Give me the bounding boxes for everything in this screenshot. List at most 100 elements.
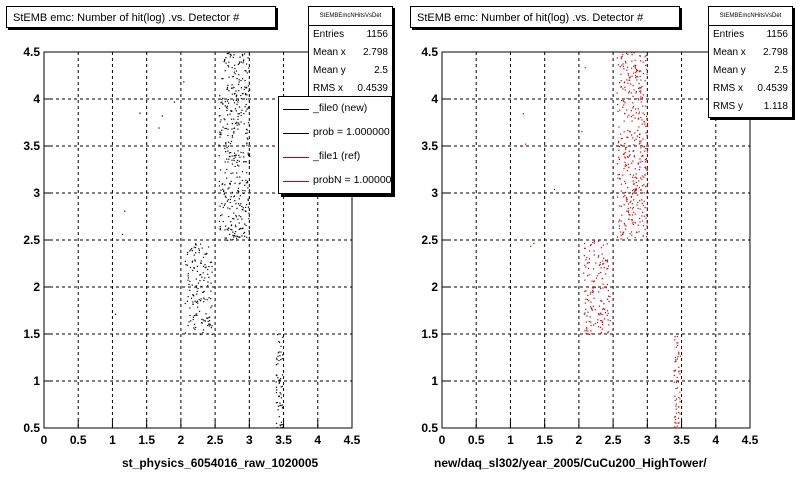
- right-point: [674, 416, 676, 418]
- left-x-tick-label: 1.5: [138, 433, 155, 447]
- right-point: [628, 218, 630, 221]
- left-point: [225, 57, 227, 59]
- legend-swatch-file1: [283, 157, 309, 158]
- left-point: [278, 381, 281, 384]
- right-point: [584, 247, 586, 249]
- left-point: [220, 132, 222, 134]
- right-point: [643, 146, 645, 148]
- right-point: [641, 96, 644, 98]
- left-point: [192, 333, 195, 335]
- left-point: [246, 172, 248, 174]
- left-point: [183, 81, 185, 83]
- right-point: [628, 91, 630, 93]
- left-point: [199, 280, 201, 282]
- right-point: [638, 71, 641, 73]
- left-point: [202, 319, 204, 321]
- left-point: [193, 267, 195, 269]
- right-point: [628, 213, 630, 216]
- left-point: [275, 422, 278, 425]
- right-point: [646, 167, 648, 170]
- right-point: [676, 387, 678, 389]
- left-point: [226, 88, 229, 90]
- left-point: [231, 159, 233, 161]
- right-point: [589, 244, 592, 247]
- left-point: [236, 78, 238, 80]
- left-point: [225, 143, 227, 145]
- right-point: [626, 198, 628, 201]
- left-point: [220, 102, 222, 104]
- right-point: [629, 207, 632, 209]
- left-point: [247, 206, 250, 208]
- left-point: [241, 55, 244, 57]
- right-point: [606, 283, 609, 286]
- right-stats-row-mean-x: Mean x 2.798: [713, 47, 788, 58]
- right-point: [678, 353, 680, 355]
- left-point: [228, 90, 230, 92]
- left-point: [280, 386, 282, 388]
- left-stats-row-mean-x: Mean x 2.798: [313, 47, 388, 58]
- left-point: [219, 228, 222, 230]
- right-point: [530, 245, 532, 247]
- right-point: [646, 73, 648, 75]
- left-point: [245, 179, 247, 181]
- left-x-axis-title: st_physics_6054016_raw_1020005: [122, 456, 319, 470]
- right-stats-row-rms-y: RMS y 1.118: [713, 101, 788, 112]
- left-point: [219, 95, 221, 97]
- right-point: [630, 195, 633, 197]
- right-point: [621, 99, 623, 102]
- left-x-tick-label: 4: [314, 433, 321, 447]
- right-point: [639, 161, 641, 163]
- left-point: [200, 285, 202, 288]
- right-point: [588, 300, 590, 302]
- left-point: [241, 171, 244, 173]
- left-point: [204, 277, 206, 279]
- right-point: [616, 236, 619, 238]
- right-point: [630, 134, 633, 136]
- left-point: [233, 93, 236, 95]
- right-point: [618, 221, 620, 223]
- left-point: [234, 165, 236, 168]
- right-point: [609, 295, 611, 298]
- left-point: [276, 357, 278, 359]
- right-stats-row-rms-x: RMS x 0.4539: [713, 83, 788, 94]
- left-point: [282, 354, 284, 356]
- right-point: [630, 231, 633, 233]
- right-point: [592, 305, 594, 307]
- right-point: [641, 220, 644, 222]
- left-point: [277, 363, 279, 365]
- left-point: [243, 232, 245, 234]
- left-point: [280, 345, 282, 347]
- left-point: [237, 128, 239, 130]
- left-point: [240, 216, 242, 218]
- right-point: [625, 228, 627, 230]
- right-point: [607, 312, 609, 315]
- left-point: [195, 285, 197, 287]
- left-point: [230, 180, 232, 182]
- legend-item-prob: prob = 1.000000: [279, 121, 391, 145]
- left-point: [204, 267, 206, 269]
- right-point: [674, 395, 676, 397]
- right-point: [639, 166, 641, 168]
- right-y-tick-label: 1: [431, 374, 438, 388]
- right-point: [601, 314, 603, 316]
- right-point: [676, 358, 679, 360]
- right-point: [640, 151, 642, 153]
- left-point: [238, 236, 240, 238]
- right-point: [593, 250, 595, 252]
- right-point: [645, 147, 647, 150]
- right-point: [628, 79, 630, 81]
- left-point: [246, 137, 248, 139]
- left-point: [236, 161, 238, 164]
- left-point: [242, 78, 244, 80]
- right-point: [592, 242, 594, 244]
- right-point: [634, 168, 636, 170]
- right-point: [594, 323, 596, 325]
- right-point: [601, 320, 603, 322]
- right-point: [643, 192, 645, 194]
- right-point: [630, 196, 632, 198]
- left-point: [227, 53, 229, 55]
- right-point: [632, 160, 634, 162]
- left-point: [200, 260, 202, 262]
- right-point: [631, 219, 634, 221]
- right-x-tick-label: 1.5: [536, 433, 553, 447]
